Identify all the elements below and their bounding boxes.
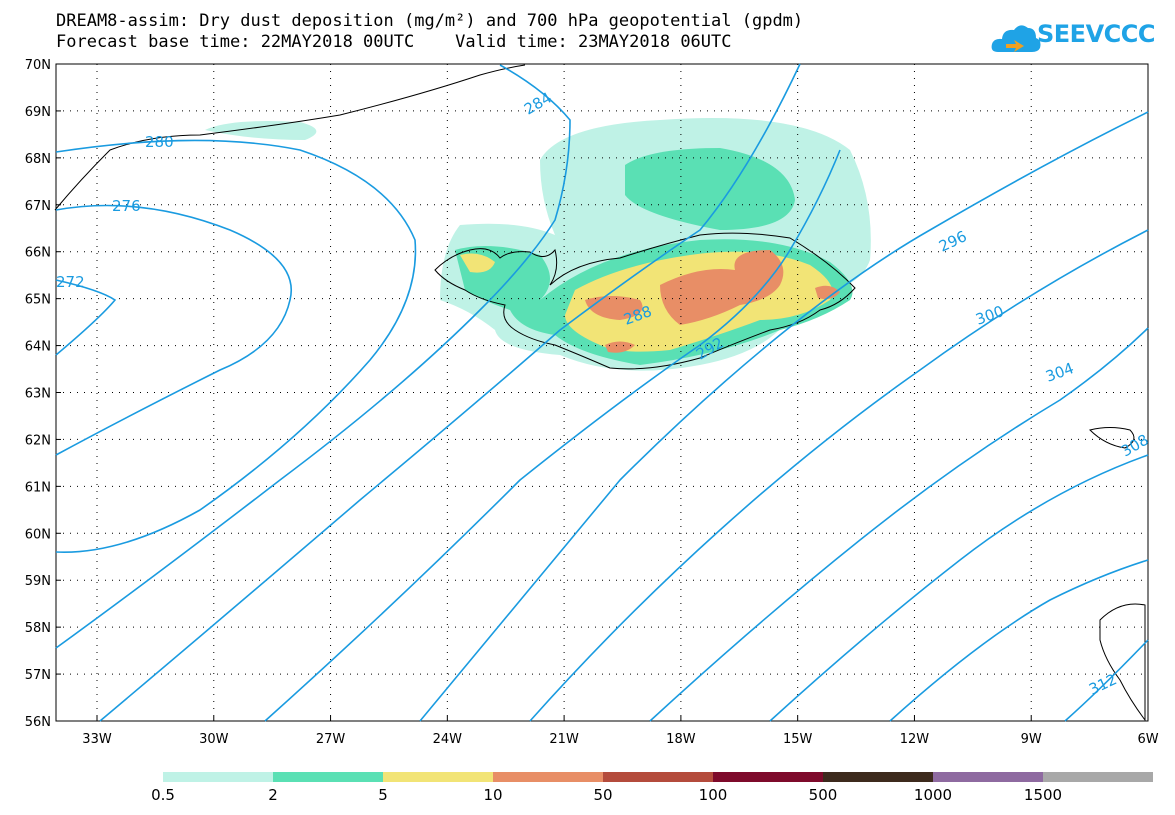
legend-label: 100 xyxy=(699,786,728,804)
contour-284 xyxy=(99,63,801,722)
legend-label: 1000 xyxy=(914,786,952,804)
dust-region-10-d xyxy=(605,341,635,353)
latitude-labels: 70N 69N 68N 67N 66N 65N 64N 63N 62N 61N 60N 59N 58N 5… xyxy=(25,58,61,730)
longitude-label: 15W xyxy=(783,732,813,747)
title-line-2: Forecast base time: 22MAY2018 00UTC Vali… xyxy=(56,32,732,52)
legend-swatch xyxy=(933,772,1043,782)
greenland-coast xyxy=(54,64,526,211)
legend-label: 50 xyxy=(593,786,612,804)
longitude-label: 24W xyxy=(433,732,463,747)
contour-304 xyxy=(769,454,1149,722)
legend-swatch xyxy=(493,772,603,782)
legend-label: 10 xyxy=(483,786,502,804)
legend-swatch xyxy=(383,772,493,782)
longitude-label: 9W xyxy=(1021,732,1042,747)
longitude-label: 21W xyxy=(549,732,579,747)
faroes-coast xyxy=(1089,427,1135,449)
contour-288 xyxy=(264,149,841,722)
legend-label: 500 xyxy=(809,786,838,804)
longitude-label: 18W xyxy=(666,732,696,747)
legend-label: 0.5 xyxy=(151,786,175,804)
dust-region-10 xyxy=(585,296,643,320)
coastlines xyxy=(54,64,1146,722)
longitude-label: 12W xyxy=(900,732,930,747)
contour-312 xyxy=(1064,639,1149,722)
legend-swatch xyxy=(163,772,273,782)
logo-text: SEEVCCC xyxy=(1037,20,1156,48)
longitude-labels: 33W 30W 27W 24W 21W 18W 15W 12W 9W 6W xyxy=(82,716,1159,747)
latitude-label: 70N xyxy=(25,58,51,73)
contour-300 xyxy=(649,327,1149,722)
legend-swatch xyxy=(713,772,823,782)
latitude-label: 69N xyxy=(25,105,51,120)
title-line-1: DREAM8-assim: Dry dust deposition (mg/m²… xyxy=(56,11,804,31)
latitude-label: 68N xyxy=(25,152,51,167)
cloud-logo-icon xyxy=(991,25,1041,52)
contour-label: 276 xyxy=(112,197,141,215)
contour-276 xyxy=(55,204,292,456)
latitude-label: 59N xyxy=(25,574,51,589)
contour-296 xyxy=(529,229,1149,722)
longitude-label: 6W xyxy=(1137,732,1158,747)
legend-label: 5 xyxy=(378,786,388,804)
latitude-label: 65N xyxy=(25,293,51,308)
scotland-coast xyxy=(1099,603,1146,722)
latitude-label: 61N xyxy=(25,480,51,495)
dust-region-0.5-b xyxy=(205,121,317,140)
contour-label: 272 xyxy=(56,273,85,291)
geopotential-contours xyxy=(55,63,1149,722)
legend-swatch xyxy=(273,772,383,782)
iceland-coast xyxy=(434,232,856,370)
longitude-label: 30W xyxy=(199,732,229,747)
legend: 0.5 2 5 10 50 100 500 1000 1500 xyxy=(151,772,1153,804)
latitude-label: 64N xyxy=(25,340,51,355)
latitude-label: 56N xyxy=(25,715,51,730)
dust-region-10-b xyxy=(660,250,784,325)
legend-swatch xyxy=(1043,772,1153,782)
contour-292 xyxy=(419,111,1149,722)
contour-label: 284 xyxy=(521,89,555,119)
dust-deposition-shading xyxy=(205,118,871,371)
contour-272 xyxy=(55,279,117,356)
contour-label: 300 xyxy=(973,302,1006,329)
latitude-label: 62N xyxy=(25,433,51,448)
legend-swatch xyxy=(603,772,713,782)
contour-280-b xyxy=(55,64,571,649)
latitude-label: 57N xyxy=(25,668,51,683)
contour-280 xyxy=(55,139,417,553)
latitude-label: 58N xyxy=(25,621,51,636)
contour-label: 304 xyxy=(1043,359,1076,386)
longitude-label: 33W xyxy=(82,732,112,747)
contour-label: 280 xyxy=(145,133,174,151)
latitude-label: 63N xyxy=(25,387,51,402)
latitude-label: 67N xyxy=(25,199,51,214)
dust-region-5-b xyxy=(460,253,495,273)
legend-label: 1500 xyxy=(1024,786,1062,804)
longitude-label: 27W xyxy=(316,732,346,747)
dust-region-2 xyxy=(625,148,795,230)
latitude-label: 60N xyxy=(25,527,51,542)
contour-308 xyxy=(889,559,1149,722)
dust-region-10-c xyxy=(815,285,840,300)
legend-swatch xyxy=(823,772,933,782)
latitude-label: 66N xyxy=(25,246,51,261)
legend-label: 2 xyxy=(268,786,278,804)
